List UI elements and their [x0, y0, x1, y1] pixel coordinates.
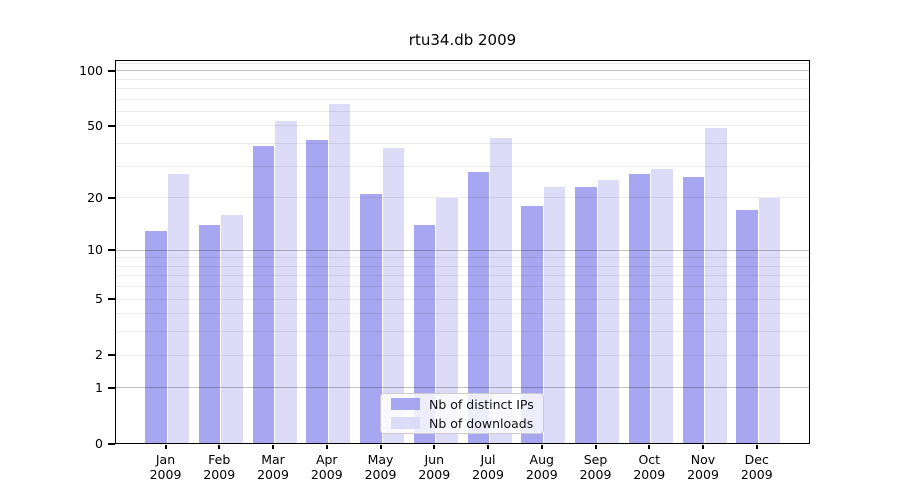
chart-title: rtu34.db 2009	[408, 31, 517, 49]
bar-distinct-ips-feb	[198, 224, 221, 444]
bar-downloads-nov	[705, 127, 727, 444]
bar-downloads-aug	[543, 186, 566, 444]
bar-downloads-may	[382, 147, 404, 444]
x-tick-label-sep: Sep 2009	[569, 452, 623, 482]
legend-swatch-downloads	[391, 417, 420, 429]
bar-distinct-ips-jan	[145, 230, 167, 444]
x-tick-label-year: 2009	[687, 467, 719, 482]
x-tick-label-jan: Jan 2009	[139, 452, 193, 482]
bar-downloads-sep	[597, 180, 619, 444]
gridline-100	[115, 70, 810, 72]
x-tick-label-year: 2009	[633, 467, 666, 482]
legend-label-distinct-ips: Nb of distinct IPs	[429, 396, 534, 412]
x-tick-label-mar: Mar 2009	[246, 452, 300, 482]
bar-downloads-jun	[436, 197, 458, 444]
bar-downloads-dec	[758, 197, 781, 444]
bar-distinct-ips-aug	[521, 205, 543, 444]
y-tick-mark-10	[108, 249, 115, 252]
x-tick-mark-dec	[755, 445, 758, 449]
y-tick-label-50: 50	[87, 117, 103, 133]
x-tick-label-year: 2009	[525, 467, 558, 482]
x-tick-mark-feb	[218, 445, 221, 449]
legend-swatch-distinct-ips	[391, 398, 420, 410]
bar-downloads-jan	[167, 174, 189, 444]
bar-distinct-ips-mar	[252, 145, 274, 444]
gridline-110	[115, 62, 810, 64]
x-tick-label-year: 2009	[149, 467, 182, 482]
gridline-70	[115, 98, 810, 100]
bar-downloads-oct	[651, 168, 673, 444]
gridline-60	[115, 110, 810, 112]
x-tick-mark-may	[379, 445, 382, 449]
y-tick-mark-50	[108, 124, 115, 127]
gridline-90	[115, 78, 810, 80]
x-tick-label-year: 2009	[472, 467, 504, 482]
x-tick-label-year: 2009	[257, 467, 289, 482]
gridline-80	[115, 88, 810, 90]
y-tick-label-0: 0	[95, 436, 103, 451]
legend-item-downloads: Nb of downloads	[391, 416, 543, 431]
x-tick-label-aug: Aug 2009	[515, 452, 569, 482]
x-tick-label-apr: Apr 2009	[300, 452, 354, 482]
legend-item-distinct-ips: Nb of distinct IPs	[391, 397, 543, 412]
x-tick-label-jun: Jun 2009	[407, 452, 461, 482]
y-tick-mark-1	[108, 386, 115, 389]
x-tick-mark-jun	[433, 445, 436, 449]
bar-distinct-ips-sep	[575, 186, 597, 444]
x-tick-label-jul: Jul 2009	[461, 452, 515, 482]
x-tick-mark-oct	[648, 445, 651, 449]
x-tick-mark-sep	[594, 445, 597, 449]
y-tick-label-100: 100	[79, 62, 103, 78]
x-tick-mark-aug	[540, 445, 543, 449]
x-tick-label-year: 2009	[418, 467, 451, 482]
gridline-50	[115, 125, 810, 127]
x-tick-mark-jul	[487, 445, 489, 449]
bar-distinct-ips-apr	[306, 139, 328, 444]
bar-downloads-jul	[490, 137, 512, 444]
bar-distinct-ips-may	[360, 193, 382, 444]
y-tick-mark-20	[108, 196, 115, 199]
bar-downloads-apr	[328, 103, 351, 444]
plot-area	[115, 60, 810, 444]
x-tick-label-year: 2009	[740, 467, 773, 482]
legend: Nb of distinct IPs Nb of downloads	[380, 393, 544, 434]
y-tick-mark-5	[108, 298, 115, 301]
y-tick-label-2: 2	[95, 347, 103, 363]
y-tick-label-1: 1	[95, 379, 103, 395]
x-tick-label-year: 2009	[579, 467, 612, 482]
bar-distinct-ips-dec	[736, 210, 758, 444]
x-tick-label-oct: Oct 2009	[622, 452, 676, 482]
y-tick-label-10: 10	[87, 242, 103, 258]
bar-distinct-ips-nov	[682, 177, 704, 444]
y-tick-mark-2	[108, 354, 115, 357]
x-tick-mark-nov	[702, 445, 704, 449]
x-tick-mark-apr	[325, 445, 328, 449]
bar-distinct-ips-oct	[628, 174, 651, 444]
x-tick-mark-mar	[272, 445, 274, 449]
y-tick-mark-0	[108, 443, 115, 445]
bar-distinct-ips-jun	[413, 224, 436, 444]
y-tick-label-5: 5	[95, 291, 103, 307]
x-tick-label-dec: Dec 2009	[730, 452, 784, 482]
x-tick-label-year: 2009	[364, 467, 397, 482]
x-tick-label-may: May 2009	[354, 452, 408, 482]
x-tick-label-year: 2009	[203, 467, 236, 482]
bar-downloads-mar	[275, 121, 297, 444]
x-tick-mark-jan	[164, 445, 167, 449]
bar-distinct-ips-jul	[467, 171, 489, 444]
x-tick-label-nov: Nov 2009	[676, 452, 730, 482]
bar-downloads-feb	[221, 214, 243, 444]
x-tick-label-year: 2009	[310, 467, 343, 482]
y-tick-mark-100	[108, 69, 115, 72]
legend-label-downloads: Nb of downloads	[429, 415, 534, 431]
y-tick-label-20: 20	[87, 189, 103, 205]
x-tick-label-feb: Feb 2009	[192, 452, 246, 482]
